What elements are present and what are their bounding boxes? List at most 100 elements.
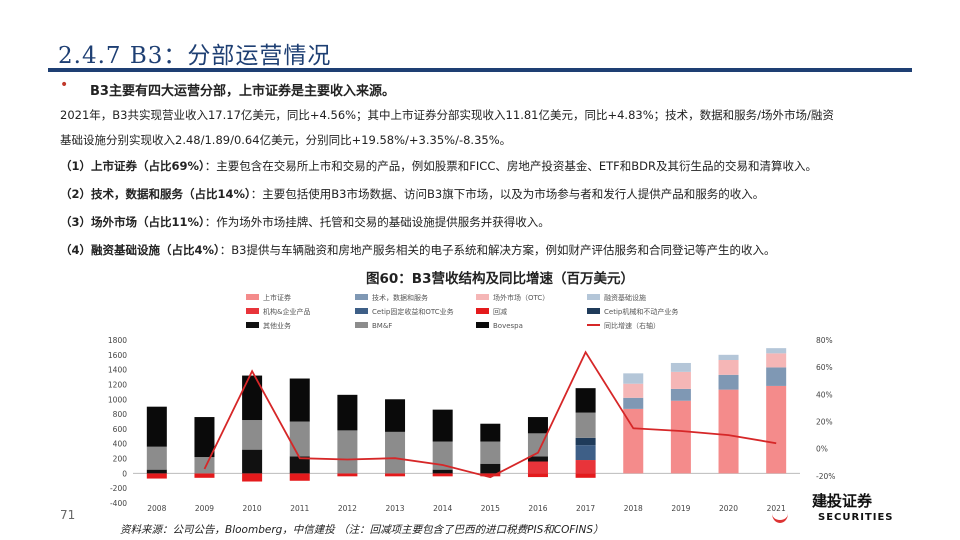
bar-segment — [146, 446, 167, 470]
legend-swatch — [476, 308, 489, 314]
segment-1-head: （1）上市证券（占比69%） — [60, 159, 205, 173]
y-tick-label: 1400 — [108, 366, 127, 375]
segment-2-body: ：主要包括使用B3市场数据、访问B3旗下市场，以及为市场参与者和发行人提供产品和… — [250, 187, 765, 201]
legend-label: Cetip机械和不动产业务 — [604, 307, 678, 316]
x-tick-label: 2012 — [338, 504, 357, 513]
x-tick-label: 2010 — [243, 504, 262, 513]
bar-segment — [480, 473, 501, 477]
legend-swatch — [246, 308, 259, 314]
bar-segment — [718, 360, 739, 375]
bar-segment — [527, 417, 548, 434]
segment-2-head: （2）技术，数据和服务（占比14%） — [60, 187, 251, 201]
bar-segment — [194, 457, 215, 474]
bar-segment — [718, 374, 739, 390]
y-tick-label: 1600 — [108, 351, 127, 360]
segment-4: （4）融资基础设施（占比4%）：B3提供与车辆融资和房地产服务相关的电子系统和解… — [60, 243, 775, 258]
y-tick-label: 400 — [113, 440, 128, 449]
bar-segment — [670, 362, 691, 372]
chart-title: 图60：B3营收结构及同比增速（百万美元） — [366, 271, 634, 287]
y2-tick-label: 80% — [816, 336, 833, 345]
legend-label: 机构&企业产品 — [263, 307, 310, 316]
bar-segment — [623, 408, 644, 474]
bar-segment — [242, 473, 263, 482]
title-divider — [48, 68, 912, 72]
x-tick-label: 2015 — [481, 504, 500, 513]
bar-segment — [766, 367, 787, 386]
x-tick-label: 2018 — [624, 504, 643, 513]
x-tick-label: 2009 — [195, 504, 214, 513]
y-tick-label: 200 — [113, 455, 128, 464]
y2-tick-label: -20% — [816, 472, 835, 481]
y-tick-label: 0 — [122, 469, 127, 478]
headline: B3主要有四大运营分部，上市证券是主要收入来源。 — [90, 84, 395, 99]
x-tick-label: 2019 — [671, 504, 690, 513]
bar-segment — [337, 473, 358, 477]
segment-4-body: ：B3提供与车辆融资和房地产服务相关的电子系统和解决方案，例如财产评估服务和合同… — [219, 243, 776, 257]
bar-segment — [480, 423, 501, 442]
y-tick-label: 600 — [113, 425, 128, 434]
legend-label: 回减 — [493, 307, 507, 316]
bar-segment — [432, 441, 453, 470]
legend-label: 场外市场（OTC） — [493, 293, 549, 302]
bullet-icon: • — [60, 77, 69, 93]
bar-segment — [718, 354, 739, 361]
legend-label: Bovespa — [493, 322, 523, 330]
legend-swatch — [355, 294, 368, 300]
legend-label: 上市证券 — [263, 293, 291, 302]
bar-segment — [623, 383, 644, 398]
bar-segment — [766, 348, 787, 354]
bar-segment — [527, 461, 548, 474]
legend-label: 融资基础设施 — [604, 293, 646, 302]
segment-2: （2）技术，数据和服务（占比14%）：主要包括使用B3市场数据、访问B3旗下市场… — [60, 187, 764, 202]
legend-swatch — [246, 294, 259, 300]
x-tick-label: 2008 — [147, 504, 166, 513]
bar-segment — [146, 469, 167, 474]
legend-label: 同比增速（右轴） — [604, 321, 660, 330]
legend-label: 其他业务 — [263, 321, 291, 330]
bar-segment — [575, 437, 596, 446]
segment-4-head: （4）融资基础设施（占比4%） — [60, 243, 220, 257]
x-tick-label: 2014 — [433, 504, 452, 513]
page-title: 2.4.7 B3：分部运营情况 — [58, 43, 332, 69]
legend-swatch — [587, 308, 600, 314]
summary-line-1: 2021年，B3共实现营业收入17.17亿美元，同比+4.56%；其中上市证券分… — [60, 108, 834, 122]
bar-segment — [146, 406, 167, 447]
segment-1: （1）上市证券（占比69%）：主要包含在交易所上市和交易的产品，例如股票和FIC… — [60, 159, 817, 174]
bar-segment — [337, 394, 358, 431]
page-number: 71 — [60, 508, 76, 522]
bar-segment — [480, 463, 501, 474]
growth-line — [203, 350, 777, 479]
segment-1-body: ：主要包含在交易所上市和交易的产品，例如股票和FICC、房地产投资基金、ETF和… — [204, 159, 817, 173]
summary-line-2: 基础设施分别实现收入2.48/1.89/0.64亿美元，分别同比+19.58%/… — [60, 133, 512, 147]
y-tick-label: 1800 — [108, 336, 127, 345]
brand-logo: 建投证券 SECURITIES — [772, 490, 924, 530]
bar-segment — [766, 385, 787, 474]
legend-swatch — [476, 322, 489, 328]
bar-segment — [575, 460, 596, 474]
bar-segment — [242, 449, 263, 474]
y-tick-label: 1000 — [108, 395, 127, 404]
y-tick-label: -400 — [110, 499, 127, 508]
bar-segment — [432, 469, 453, 474]
y2-tick-label: 60% — [816, 363, 833, 372]
bar-segment — [194, 473, 215, 478]
bar-segment — [575, 445, 596, 461]
bar-segment — [670, 388, 691, 401]
bar-segment — [385, 399, 406, 432]
bar-segment — [194, 417, 215, 458]
y2-tick-label: 20% — [816, 418, 833, 427]
bar-segment — [527, 433, 548, 457]
legend-swatch — [355, 322, 368, 328]
bar-segment — [289, 473, 310, 481]
bar-segment — [527, 456, 548, 462]
legend-label: Cetip固定收益和OTC业务 — [372, 307, 454, 316]
logo-subtext: SECURITIES — [818, 512, 894, 523]
y-tick-label: 800 — [113, 410, 128, 419]
bar-segment — [766, 353, 787, 368]
x-tick-label: 2013 — [385, 504, 404, 513]
x-tick-label: 2016 — [528, 504, 547, 513]
x-tick-label: 2011 — [290, 504, 309, 513]
bar-segment — [432, 473, 453, 477]
bar-segment — [623, 373, 644, 384]
